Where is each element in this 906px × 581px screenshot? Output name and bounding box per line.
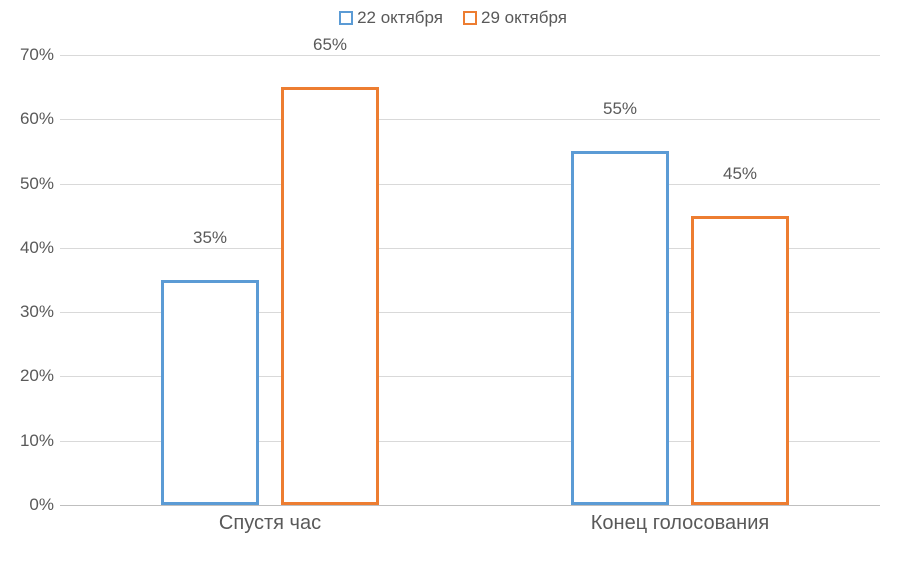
plot-area: 35%55%65%45% — [60, 55, 880, 505]
bar-value-label: 35% — [193, 228, 227, 254]
legend-item: 29 октября — [463, 8, 567, 28]
x-category-label: Спустя час — [219, 512, 321, 535]
y-tick-label: 30% — [4, 302, 54, 322]
y-tick-label: 10% — [4, 431, 54, 451]
bar-value-label: 55% — [603, 99, 637, 125]
legend-item: 22 октября — [339, 8, 443, 28]
gridline — [60, 505, 880, 506]
gridline — [60, 119, 880, 120]
legend-label: 29 октября — [481, 8, 567, 28]
bar-chart: 22 октября 29 октября 35% 55% 65% 45% 0% 10% 2… — [0, 0, 906, 581]
bar-value-label: 45% — [723, 164, 757, 190]
bar — [691, 216, 789, 505]
legend-swatch — [339, 11, 353, 25]
legend-swatch — [463, 11, 477, 25]
bar-value-label: 65% — [313, 35, 347, 61]
y-tick-label: 70% — [4, 45, 54, 65]
bar — [281, 87, 379, 505]
y-tick-label: 0% — [4, 495, 54, 515]
y-tick-label: 50% — [4, 174, 54, 194]
bar — [571, 151, 669, 505]
gridline — [60, 55, 880, 56]
legend-label: 22 октября — [357, 8, 443, 28]
legend: 22 октября 29 октября — [0, 8, 906, 30]
x-category-label: Конец голосования — [591, 512, 769, 535]
y-tick-label: 20% — [4, 366, 54, 386]
y-tick-label: 40% — [4, 238, 54, 258]
y-tick-label: 60% — [4, 109, 54, 129]
bar — [161, 280, 259, 505]
